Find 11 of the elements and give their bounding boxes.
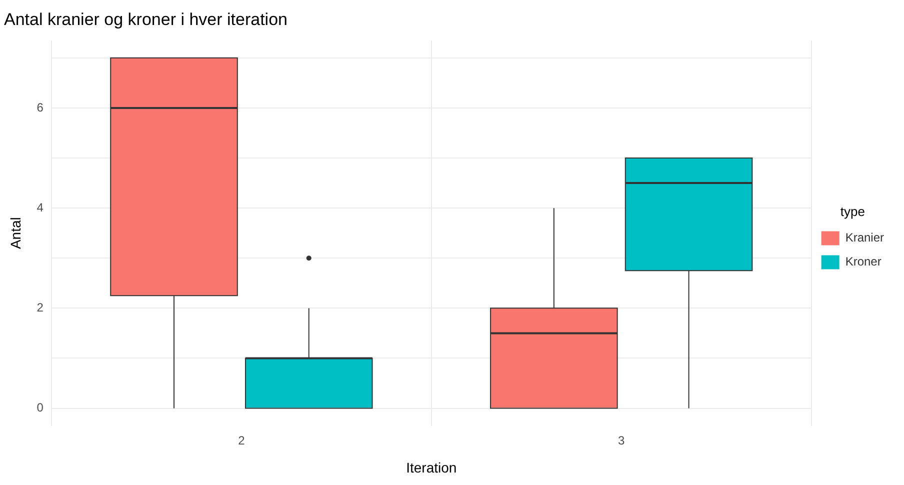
y-tick-label: 4 bbox=[36, 200, 44, 214]
y-tick-label: 2 bbox=[36, 300, 44, 314]
legend-title: type bbox=[840, 204, 865, 219]
y-tick-label: 6 bbox=[36, 100, 44, 114]
y-axis-title: Antal bbox=[7, 217, 24, 250]
legend-label: Kranier bbox=[845, 230, 884, 245]
x-tick-label: 3 bbox=[618, 433, 626, 448]
legend-label: Kroner bbox=[845, 254, 882, 269]
chart-title: Antal kranier og kroner i hver iteration bbox=[4, 10, 288, 29]
x-axis-title: Iteration bbox=[406, 459, 457, 476]
y-tick-label: 0 bbox=[36, 400, 44, 415]
